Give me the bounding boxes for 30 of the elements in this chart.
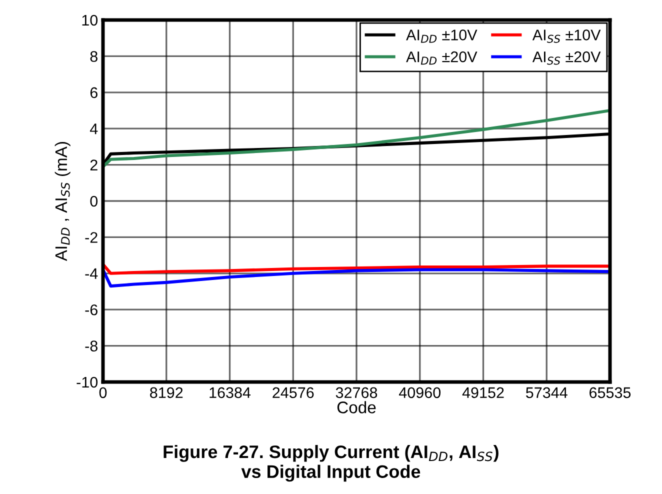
- y-tick-label: 10: [82, 14, 98, 26]
- x-tick-label: 8192: [150, 387, 183, 398]
- y-tick-label: -6: [85, 304, 98, 316]
- x-tick-label: 49152: [462, 387, 504, 398]
- chart-title: Figure 7-27. Supply Current (AI$_{DD}$, AI$_{SS}$) vs Digital Input Code: [164, 444, 498, 482]
- line-series: [103, 262, 610, 275]
- line-series: [103, 268, 610, 288]
- x-tick-label: 32768: [336, 387, 378, 398]
- y-tick-label: 0: [90, 196, 98, 207]
- y-axis-title: AI$_{DD}$ , AI$_{SS}$ (mA): [54, 142, 70, 262]
- y-tick-label: -4: [85, 268, 98, 279]
- y-tick-label: 4: [90, 124, 98, 134]
- x-tick-label: 24576: [272, 387, 314, 398]
- y-tick-label: 6: [90, 87, 98, 98]
- y-tick-label: -10: [76, 376, 98, 388]
- legend-label: AI$_{DD}$ ±20V: [406, 51, 478, 65]
- x-tick-label: 57344: [526, 387, 568, 398]
- x-tick-label: 65535: [590, 387, 631, 398]
- x-tick-label: 40960: [398, 387, 441, 398]
- y-tick-label: 8: [90, 51, 98, 62]
- legend-label: AI$_{DD}$ ±10V: [406, 30, 478, 43]
- y-tick-label: -8: [85, 340, 98, 352]
- x-axis-title: Code: [337, 401, 376, 414]
- y-tick-label: 2: [90, 160, 98, 170]
- legend-label: AI$_{SS}$ ±10V: [532, 30, 601, 43]
- line-series: [103, 108, 610, 168]
- legend-label: AI$_{SS}$ ±20V: [532, 51, 601, 65]
- x-tick-label: 0: [99, 387, 107, 398]
- y-tick-label: -2: [85, 232, 98, 243]
- x-tick-label: 16384: [210, 387, 251, 398]
